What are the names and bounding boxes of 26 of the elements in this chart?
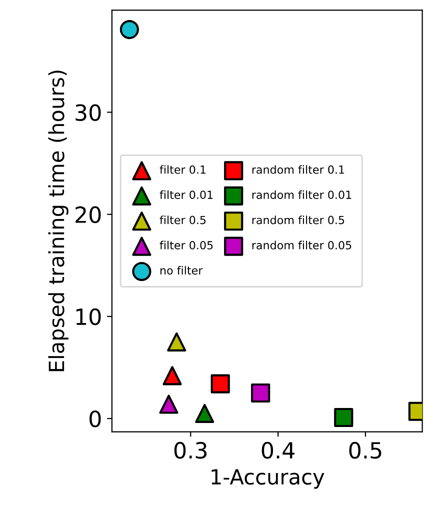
y-tick-label: 30 [76,104,101,122]
point [120,20,139,40]
y-tick-label: 10 [76,308,101,326]
x-tick-label: 0.5 [349,442,382,459]
point [210,374,230,394]
point [195,404,214,423]
legend-label: filter 0.1 [160,165,206,174]
legend-label: filter 0.01 [160,190,213,200]
legend-label: filter 0.05 [160,240,213,250]
legend-label: no filter [160,266,203,275]
y-tick-label: 20 [76,206,101,224]
point [162,366,182,386]
legend-label: random filter 0.05 [252,240,352,250]
x-axis-title: 1-Accuracy [212,469,324,489]
legend-label: random filter 0.5 [252,216,344,224]
y-axis-title: Elapsed training time (hours) [48,70,68,372]
point [159,394,178,414]
point [334,408,354,428]
x-tick-label: 0.4 [262,442,294,459]
legend-label: random filter 0.1 [252,165,344,174]
point [251,383,270,403]
legend-label: filter 0.5 [160,216,206,224]
y-tick-label: 0 [90,410,101,428]
point [167,332,186,352]
legend-label: random filter 0.01 [252,190,352,200]
x-tick-label: 0.3 [174,442,207,459]
